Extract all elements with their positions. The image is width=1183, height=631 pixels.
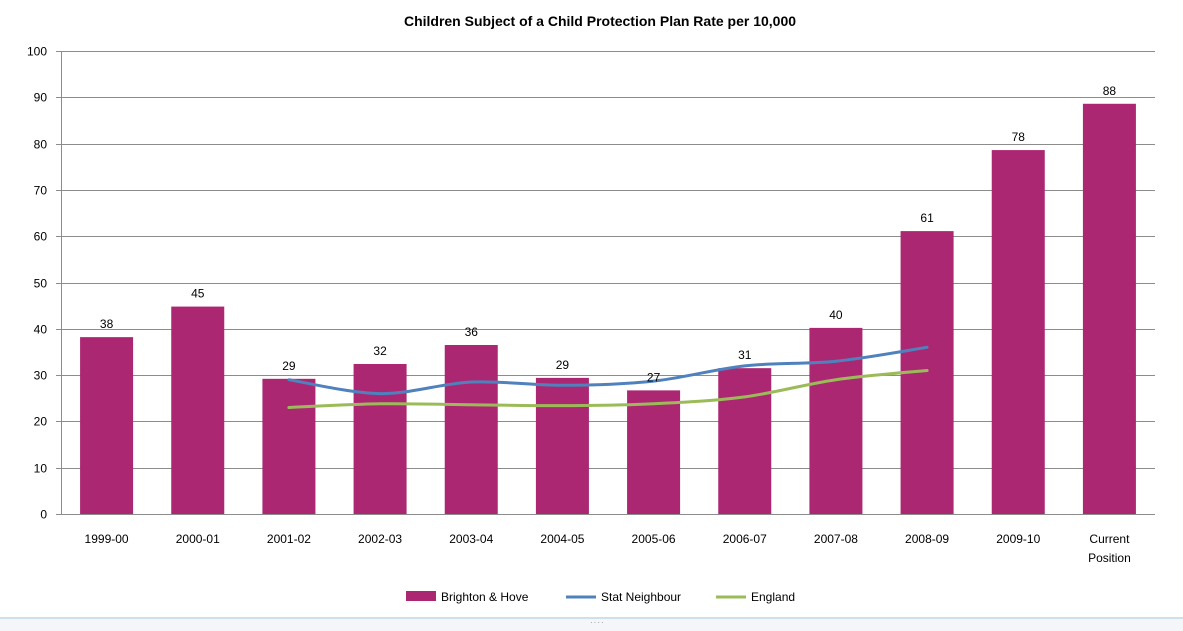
x-tick-label: Position [1088,551,1131,565]
data-label: 29 [282,359,296,373]
x-tick-label: Current [1089,532,1130,546]
data-label: 29 [556,358,570,372]
chart-title: Children Subject of a Child Protection P… [404,13,796,29]
y-tick-label: 60 [34,230,48,244]
data-label: 40 [829,308,843,322]
bar [262,378,316,514]
y-tick-label: 50 [34,277,48,291]
data-labels: 38 45 29 32 36 29 27 31 40 61 78 88 [100,84,1117,385]
bar [353,363,407,514]
sheet-bottom-border: ···· [0,617,1183,631]
y-tick-label: 10 [34,462,48,476]
data-label: 61 [920,211,934,225]
legend: Brighton & Hove Stat Neighbour England [406,590,795,604]
x-tick-label: 2009-10 [996,532,1040,546]
bar [718,368,772,514]
data-label: 27 [647,370,661,384]
line-england [287,368,929,410]
y-tick-label: 0 [40,508,47,522]
bar-series-brighton-hove [80,103,1136,515]
gridlines [56,51,1155,515]
bar [627,390,681,514]
legend-label: England [751,590,795,604]
bar [80,337,134,514]
y-tick-label: 30 [34,369,48,383]
x-tick-label: 2005-06 [632,532,676,546]
data-label: 78 [1012,130,1026,144]
x-tick-label: 2003-04 [449,532,493,546]
data-label: 36 [465,325,479,339]
resize-grip-icon[interactable]: ···· [590,618,605,627]
bar [535,377,589,514]
data-label: 31 [738,348,752,362]
x-tick-label: 2006-07 [723,532,767,546]
x-tick-label: 2001-02 [267,532,311,546]
x-axis-categories: 1999-00 2000-01 2001-02 2002-03 2003-04 2004-… [85,532,1131,565]
y-tick-label: 80 [34,138,48,152]
y-tick-label: 70 [34,184,48,198]
bar [1082,103,1136,515]
x-tick-label: 1999-00 [85,532,129,546]
data-label: 88 [1103,84,1117,98]
line-stat-neighbour [287,345,929,396]
legend-swatch [406,591,436,601]
y-tick-label: 40 [34,323,48,337]
legend-label: Stat Neighbour [601,590,681,604]
x-tick-label: 2000-01 [176,532,220,546]
bar [809,327,863,514]
chart: Children Subject of a Child Protection P… [27,13,1155,604]
bar [444,345,498,514]
data-label: 45 [191,287,205,301]
x-tick-label: 2004-05 [540,532,584,546]
x-tick-label: 2002-03 [358,532,402,546]
bar [171,306,225,514]
line-series [287,345,929,410]
data-label: 38 [100,317,114,331]
y-tick-label: 20 [34,415,48,429]
y-axis-ticks: 0 10 20 30 40 50 60 70 80 90 100 [27,45,47,522]
legend-label: Brighton & Hove [441,590,529,604]
x-tick-label: 2008-09 [905,532,949,546]
data-label: 32 [373,344,387,358]
bar [991,150,1045,514]
y-tick-label: 100 [27,45,47,59]
x-tick-label: 2007-08 [814,532,858,546]
y-tick-label: 90 [34,91,48,105]
